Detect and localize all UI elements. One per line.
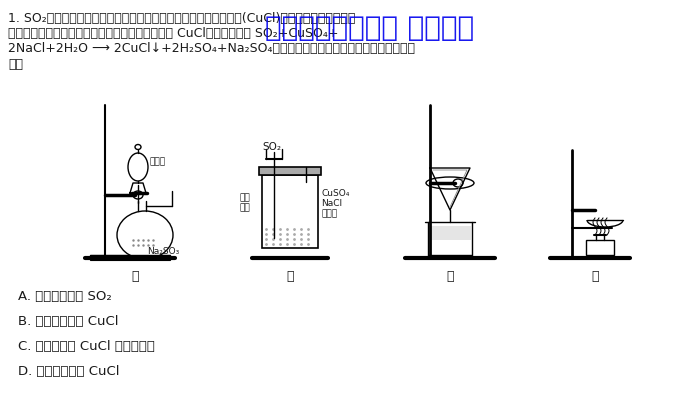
Text: Na₂SO₃: Na₂SO₃ bbox=[147, 247, 179, 256]
Text: 1. SO₂具有较强的还原性，能将铜离子、銀离子等还原。氯化亚铜(CuCl)是一种重要化工原料，: 1. SO₂具有较强的还原性，能将铜离子、銀离子等还原。氯化亚铜(CuCl)是一… bbox=[8, 12, 356, 25]
Ellipse shape bbox=[128, 153, 148, 181]
Text: 乙: 乙 bbox=[286, 270, 294, 283]
Text: 球泡: 球泡 bbox=[240, 203, 251, 212]
Text: 混合液: 混合液 bbox=[321, 209, 337, 218]
Text: 微信公众号关注： 题找答案: 微信公众号关注： 题找答案 bbox=[265, 14, 475, 42]
Text: B. 用装置乙制取 CuCl: B. 用装置乙制取 CuCl bbox=[18, 315, 118, 328]
Text: 玻璃: 玻璃 bbox=[240, 193, 251, 202]
Bar bbox=[586, 240, 614, 255]
Ellipse shape bbox=[133, 191, 143, 199]
Text: A. 用装置甲制取 SO₂: A. 用装置甲制取 SO₂ bbox=[18, 290, 112, 303]
Text: 浓硫酸: 浓硫酸 bbox=[150, 158, 166, 166]
Text: 难溶于水，在潮湿空气中易水解氧化。实验室制备 CuCl的反应原理为 SO₂+CuSO₄+: 难溶于水，在潮湿空气中易水解氧化。实验室制备 CuCl的反应原理为 SO₂+Cu… bbox=[8, 27, 339, 40]
Ellipse shape bbox=[135, 144, 141, 149]
Text: CuSO₄: CuSO₄ bbox=[321, 189, 349, 198]
Text: 的是: 的是 bbox=[8, 58, 23, 71]
Ellipse shape bbox=[453, 179, 463, 187]
Bar bbox=[262, 175, 318, 248]
Bar bbox=[259, 167, 321, 175]
Bar bbox=[90, 255, 170, 260]
Text: 甲: 甲 bbox=[132, 270, 139, 283]
Bar bbox=[429, 226, 471, 240]
Text: 丁: 丁 bbox=[592, 270, 598, 283]
Text: 2NaCl+2H₂O ⟶ 2CuCl↓+2H₂SO₄+Na₂SO₄，用下列装置进行实验，不能达到实验目的: 2NaCl+2H₂O ⟶ 2CuCl↓+2H₂SO₄+Na₂SO₄，用下列装置进… bbox=[8, 42, 415, 55]
Text: NaCl: NaCl bbox=[321, 199, 342, 208]
Text: SO₂: SO₂ bbox=[262, 142, 281, 152]
Text: 丙: 丙 bbox=[447, 270, 454, 283]
Text: D. 用装置丁干燥 CuCl: D. 用装置丁干燥 CuCl bbox=[18, 365, 120, 378]
Ellipse shape bbox=[117, 211, 173, 259]
Text: C. 用装置丙将 CuCl 与母液分离: C. 用装置丙将 CuCl 与母液分离 bbox=[18, 340, 155, 353]
